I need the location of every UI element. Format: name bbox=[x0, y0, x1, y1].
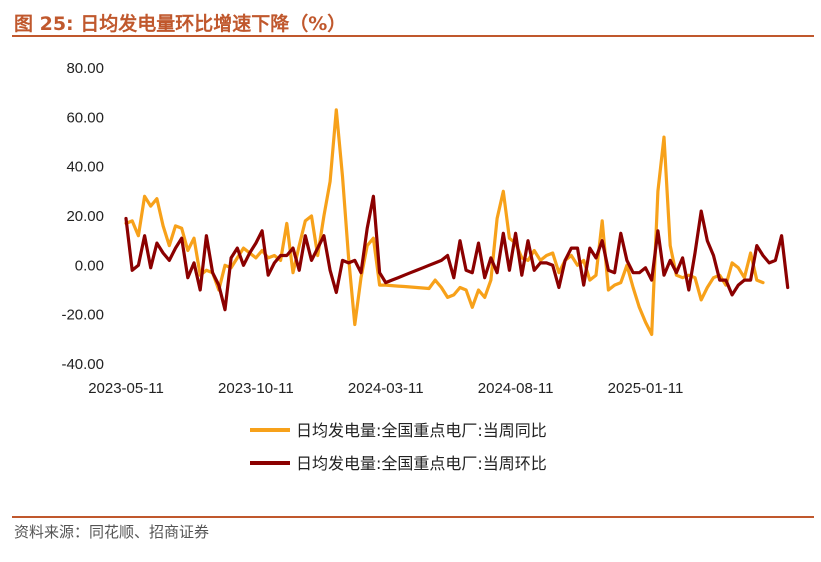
title-divider bbox=[12, 35, 814, 37]
x-tick-label: 2025-01-11 bbox=[608, 380, 684, 397]
footer-divider bbox=[12, 516, 814, 518]
series-lines bbox=[124, 108, 790, 336]
y-tick-label: 0.00 bbox=[75, 257, 104, 274]
x-tick-label: 2024-03-11 bbox=[348, 380, 424, 397]
x-tick-label: 2023-10-11 bbox=[218, 380, 294, 397]
y-tick-label: 60.00 bbox=[66, 109, 104, 126]
y-tick-label: 40.00 bbox=[66, 159, 104, 176]
series-line-wow bbox=[124, 194, 790, 312]
x-axis: 2023-05-11 2023-10-11 2024-03-11 2024-08-11… bbox=[88, 380, 683, 397]
x-tick-label: 2024-08-11 bbox=[478, 380, 554, 397]
source-note: 资料来源：同花顺、招商证券 bbox=[14, 523, 210, 541]
y-tick-label: -40.00 bbox=[61, 356, 104, 373]
legend-label: 日均发电量:全国重点电厂:当周同比 bbox=[296, 421, 547, 440]
legend-label: 日均发电量:全国重点电厂:当周环比 bbox=[296, 454, 547, 473]
y-tick-label: 20.00 bbox=[66, 208, 104, 225]
y-axis: 80.00 60.00 40.00 20.00 0.00 -20.00 -40.00 bbox=[61, 60, 104, 373]
x-tick-label: 2023-05-11 bbox=[88, 380, 164, 397]
chart-title: 图 25: 日均发电量环比增速下降（%） bbox=[14, 13, 347, 35]
y-tick-label: -20.00 bbox=[61, 307, 104, 324]
y-tick-label: 80.00 bbox=[66, 60, 104, 77]
series-line-yoy bbox=[124, 108, 765, 336]
